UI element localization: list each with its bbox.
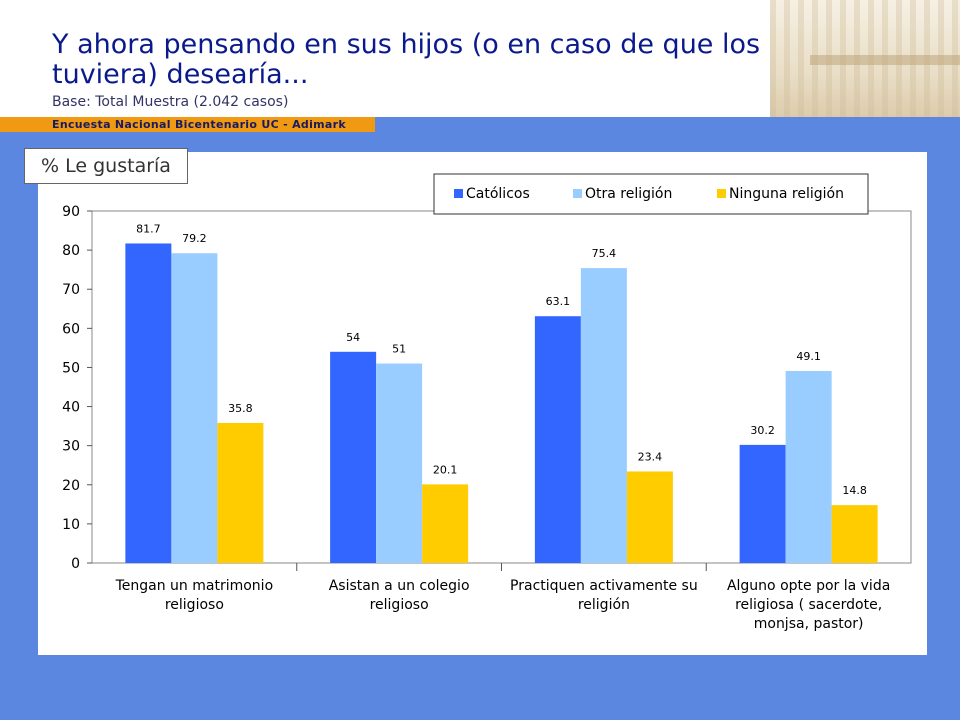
y-tick-label: 0 <box>71 556 80 572</box>
data-label: 79.2 <box>182 232 207 245</box>
bar <box>217 422 264 563</box>
data-label: 63.1 <box>546 295 571 308</box>
data-label: 51 <box>392 343 406 356</box>
data-label: 30.2 <box>750 424 775 437</box>
y-tick-label: 10 <box>62 517 80 533</box>
x-category-label: religioso <box>370 597 429 613</box>
bar <box>125 243 172 563</box>
header-area <box>0 0 960 117</box>
bar <box>580 268 627 563</box>
x-category-label: monjsa, pastor) <box>754 616 864 632</box>
data-label: 14.8 <box>842 484 867 497</box>
x-category-label: religioso <box>165 597 224 613</box>
y-tick-label: 60 <box>62 321 80 337</box>
bar <box>785 370 832 563</box>
survey-band <box>0 117 375 132</box>
page-title: Y ahora pensando en sus hijos (o en caso… <box>52 29 761 90</box>
y-tick-label: 50 <box>62 360 80 376</box>
bar <box>534 316 581 563</box>
y-tick-label: 90 <box>62 204 80 220</box>
bar <box>831 505 878 563</box>
legend-box <box>433 173 869 215</box>
data-label: 75.4 <box>592 247 617 260</box>
building-image <box>770 0 960 117</box>
legend-label: Otra religión <box>585 186 672 202</box>
y-tick-label: 40 <box>62 400 80 416</box>
x-category-label: Asistan a un colegio <box>329 578 470 594</box>
panel-tag: % Le gustaría <box>24 148 188 184</box>
bar <box>330 351 377 563</box>
legend-swatch <box>454 189 463 198</box>
bar <box>376 363 423 563</box>
data-label: 23.4 <box>638 450 663 463</box>
bar <box>626 471 673 563</box>
y-tick-label: 30 <box>62 439 80 455</box>
data-label: 54 <box>346 331 360 344</box>
legend-label: Católicos <box>466 186 530 202</box>
bar <box>739 444 786 563</box>
x-category-label: religión <box>578 597 630 613</box>
bar <box>171 253 218 564</box>
x-category-label: Practiquen activamente su <box>510 578 698 594</box>
data-label: 49.1 <box>796 350 821 363</box>
x-category-label: Alguno opte por la vida <box>727 578 890 594</box>
bar <box>422 484 469 563</box>
y-tick-label: 20 <box>62 478 80 494</box>
x-category-label: Tengan un matrimonio <box>115 578 274 594</box>
legend-label: Ninguna religión <box>729 186 844 202</box>
data-label: 35.8 <box>228 402 253 415</box>
data-label: 81.7 <box>136 222 161 235</box>
legend-swatch <box>717 189 726 198</box>
survey-band-label: Encuesta Nacional Bicentenario UC - Adim… <box>52 118 346 131</box>
legend-swatch <box>573 189 582 198</box>
x-category-label: religiosa ( sacerdote, <box>735 597 882 613</box>
y-tick-label: 80 <box>62 243 80 259</box>
y-tick-label: 70 <box>62 282 80 298</box>
data-label: 20.1 <box>433 463 458 476</box>
page-subtitle: Base: Total Muestra (2.042 casos) <box>52 94 289 110</box>
